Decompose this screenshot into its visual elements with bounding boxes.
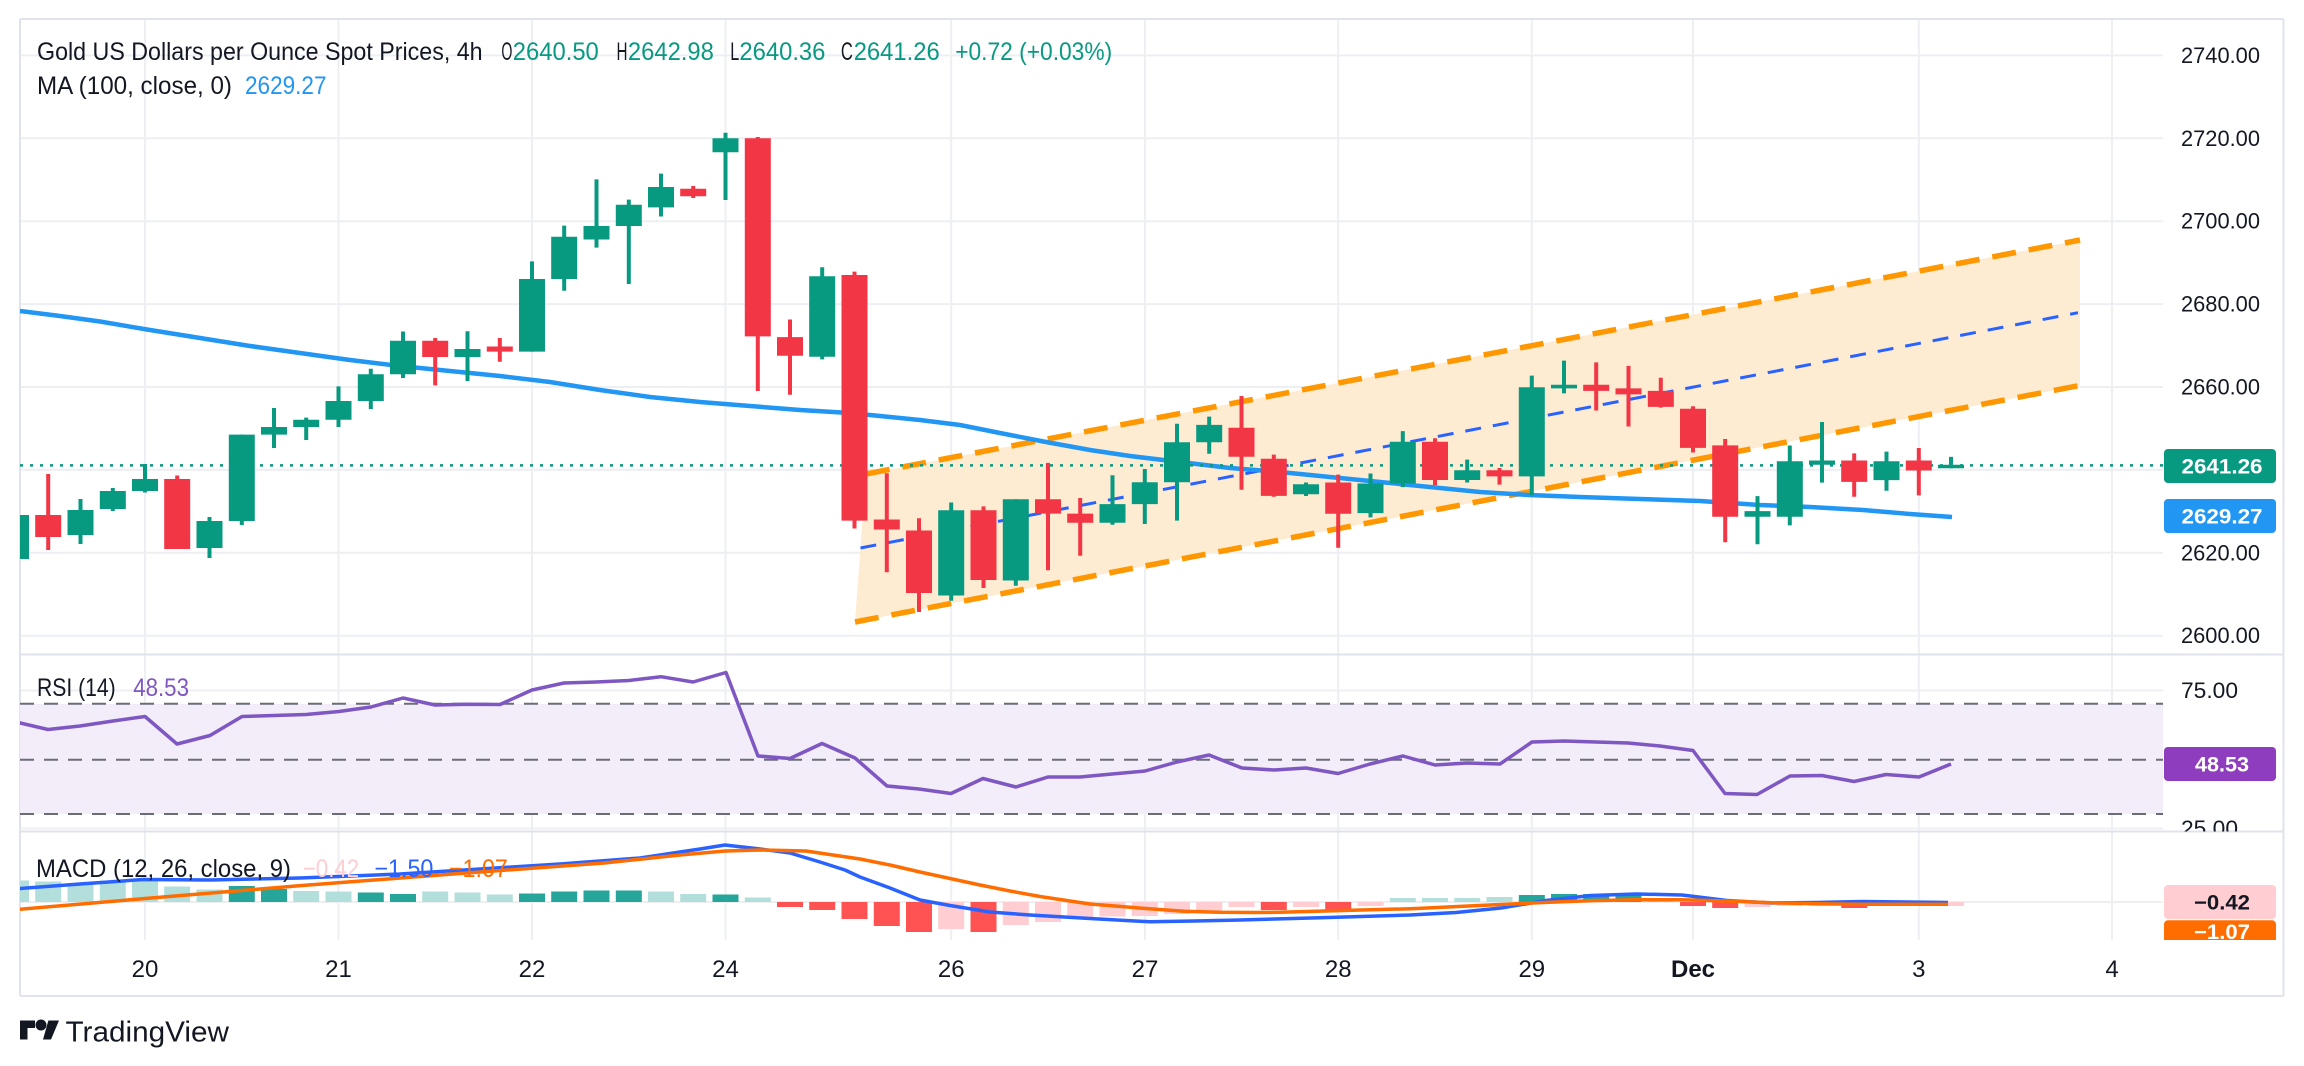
svg-text:Gold US Dollars per Ounce Spot: Gold US Dollars per Ounce Spot Prices, 4… <box>37 38 483 66</box>
svg-text:−0.42: −0.42 <box>2194 892 2250 915</box>
svg-text:2660.00: 2660.00 <box>2181 375 2260 400</box>
svg-text:4: 4 <box>2105 956 2118 983</box>
svg-text:2641.26: 2641.26 <box>854 38 940 66</box>
svg-text:2641.26: 2641.26 <box>2182 456 2263 479</box>
svg-text:2700.00: 2700.00 <box>2181 209 2260 234</box>
svg-text:2720.00: 2720.00 <box>2181 126 2260 151</box>
svg-text:3: 3 <box>1912 956 1925 983</box>
svg-text:29: 29 <box>1518 956 1545 983</box>
svg-text:MACD (12, 26, close, 9): MACD (12, 26, close, 9) <box>36 855 291 883</box>
svg-text:22: 22 <box>519 956 546 983</box>
svg-text:48.53: 48.53 <box>133 674 189 702</box>
svg-text:−1.50: −1.50 <box>374 855 433 883</box>
svg-text:Dec: Dec <box>1671 956 1715 983</box>
svg-text:2642.98: 2642.98 <box>628 38 714 66</box>
svg-text:H: H <box>617 38 628 66</box>
svg-text:2680.00: 2680.00 <box>2181 292 2260 317</box>
svg-text:+0.72 (+0.03%): +0.72 (+0.03%) <box>955 38 1112 66</box>
svg-text:O: O <box>501 38 512 66</box>
svg-text:L: L <box>730 38 739 66</box>
svg-text:C: C <box>841 38 853 66</box>
svg-text:75.00: 75.00 <box>2181 678 2238 703</box>
svg-text:2640.36: 2640.36 <box>739 38 825 66</box>
svg-text:20: 20 <box>132 956 159 983</box>
svg-text:26: 26 <box>938 956 965 983</box>
svg-text:2600.00: 2600.00 <box>2181 623 2260 648</box>
svg-text:48.53: 48.53 <box>2195 754 2249 777</box>
svg-text:−1.07: −1.07 <box>449 855 508 883</box>
svg-text:24: 24 <box>712 956 739 983</box>
svg-text:2629.27: 2629.27 <box>2182 506 2263 529</box>
svg-text:2640.50: 2640.50 <box>513 38 599 66</box>
svg-text:21: 21 <box>325 956 352 983</box>
svg-text:2629.27: 2629.27 <box>245 72 327 100</box>
svg-text:28: 28 <box>1325 956 1352 983</box>
svg-text:TradingView: TradingView <box>66 1017 231 1049</box>
svg-text:27: 27 <box>1132 956 1159 983</box>
svg-text:2740.00: 2740.00 <box>2181 43 2260 68</box>
svg-text:RSI (14): RSI (14) <box>37 674 116 702</box>
svg-text:−1.07: −1.07 <box>2194 921 2250 944</box>
svg-text:MA (100, close, 0): MA (100, close, 0) <box>37 72 232 100</box>
svg-text:2620.00: 2620.00 <box>2181 540 2260 565</box>
svg-text:25.00: 25.00 <box>2181 816 2238 841</box>
svg-text:−0.42: −0.42 <box>303 855 359 883</box>
